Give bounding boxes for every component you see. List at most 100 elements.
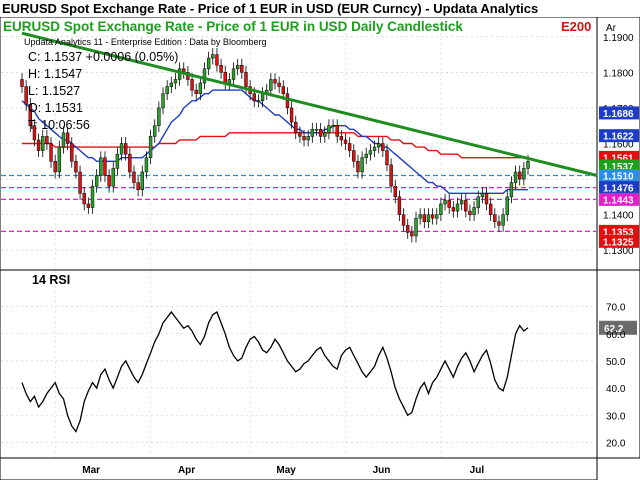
price-tag — [599, 224, 639, 238]
candle-body — [484, 193, 489, 205]
candle-body — [49, 143, 53, 162]
candle-body — [70, 143, 74, 162]
candle-body — [136, 182, 140, 190]
rsi-title: 14 RSI — [32, 273, 70, 287]
candle-body — [376, 143, 381, 148]
rsi-tick-labels: 20.0 30.0 40.0 50.0 60.0 70.0 — [606, 303, 626, 450]
x-axis-label: Apr — [178, 465, 195, 476]
currency-label: Ar — [606, 23, 617, 34]
candle-body — [107, 175, 111, 187]
candle-body — [240, 64, 244, 73]
candle-body — [227, 79, 232, 84]
candle-body — [406, 225, 410, 233]
rsi-tick-label: 70.0 — [606, 303, 626, 314]
price-tag — [599, 129, 639, 143]
candle-body — [501, 214, 505, 226]
candle-body — [90, 185, 95, 208]
candle-body — [20, 79, 24, 87]
candle-body — [190, 79, 194, 91]
x-axis-label: Jun — [373, 465, 391, 476]
price-tag-label: 1.1686 — [603, 109, 634, 120]
price-tag-label: 1.1561 — [603, 153, 634, 164]
candle-body — [435, 214, 439, 219]
candle-body — [439, 203, 443, 215]
candle-body — [418, 214, 422, 219]
price-tick-label: 1.1400 — [603, 211, 634, 222]
candle-body — [223, 72, 227, 84]
price-tags: 1.16861.16221.15611.15371.15101.14761.14… — [599, 106, 639, 248]
candle-body — [472, 207, 476, 215]
x-axis-label: Mar — [82, 465, 100, 476]
candle-body — [202, 68, 207, 84]
readout-high: H: 1.1547 — [28, 67, 82, 81]
candle-body — [410, 232, 414, 237]
candle-body — [339, 136, 344, 141]
candle-body — [389, 164, 393, 187]
rsi-tick-label: 50.0 — [606, 357, 626, 368]
candle-body — [65, 132, 70, 144]
candle-body — [128, 153, 132, 173]
candle-body — [161, 93, 165, 109]
rsi-tick-label: 30.0 — [606, 411, 626, 422]
candle-body — [244, 72, 248, 87]
candle-body — [45, 136, 49, 144]
candle-body — [32, 125, 37, 141]
candle-body — [385, 150, 389, 166]
candle-body — [493, 214, 497, 223]
rsi-tick-label: 60.0 — [606, 330, 626, 341]
rsi-last-tag — [599, 320, 637, 335]
price-tag — [599, 169, 639, 183]
candle-body — [360, 157, 364, 173]
rsi-panel — [0, 269, 598, 459]
window-title: EURUSD Spot Exchange Rate - Price of 1 E… — [2, 1, 539, 16]
candle-body — [235, 64, 240, 70]
candle-body — [352, 150, 356, 162]
candle-body — [198, 82, 203, 94]
indicator-label: E200 — [561, 19, 591, 34]
chart-title: EURUSD Spot Exchange Rate - Price of 1 E… — [3, 19, 463, 34]
candle-body — [256, 100, 261, 103]
candle-body — [41, 136, 45, 151]
candle-body — [497, 221, 501, 226]
candle-body — [306, 136, 310, 141]
candle-body — [364, 153, 368, 158]
price-tag — [599, 234, 639, 248]
candle-body — [426, 214, 431, 223]
price-tick-label: 1.1800 — [603, 68, 634, 79]
candle-body — [451, 207, 456, 212]
chart-subtitle: Updata Analytics 11 - Enterprise Edition… — [24, 37, 266, 47]
candle-body — [157, 107, 161, 126]
price-tag — [599, 106, 639, 120]
chart-canvas: 62.2 1.13001.14001.15001.16001.17001.180… — [0, 17, 640, 480]
x-axis-label: May — [276, 465, 296, 476]
candle-body — [173, 79, 178, 84]
candle-body — [123, 143, 128, 155]
candle-body — [281, 86, 285, 94]
candle-body — [277, 82, 281, 87]
candle-body — [335, 125, 339, 137]
candle-body — [74, 161, 78, 173]
candle-body — [219, 64, 223, 73]
candle-body — [464, 200, 468, 212]
candle-body — [177, 68, 182, 80]
candle-body — [443, 200, 447, 205]
candle-body — [381, 143, 385, 151]
candle-body — [99, 157, 103, 176]
candle-body — [169, 82, 174, 87]
candle-body — [28, 104, 32, 126]
candle-body — [211, 54, 215, 59]
candle-body — [314, 129, 319, 131]
candle-body — [285, 93, 290, 109]
readout-close: C: 1.1537 +0.0006 (0.05%) — [28, 50, 178, 64]
price-tag-label: 1.1510 — [603, 172, 634, 183]
candle-body — [194, 89, 198, 94]
rsi-axis — [596, 269, 640, 459]
price-tag-label: 1.1325 — [603, 237, 634, 248]
candle-body — [318, 129, 323, 137]
readout-low: L: 1.1527 — [28, 84, 80, 98]
price-tag — [599, 192, 639, 206]
candle-body — [302, 136, 306, 141]
candle-body — [57, 146, 62, 173]
candle-body — [347, 143, 352, 151]
rsi-last-label: 62.2 — [604, 324, 624, 335]
